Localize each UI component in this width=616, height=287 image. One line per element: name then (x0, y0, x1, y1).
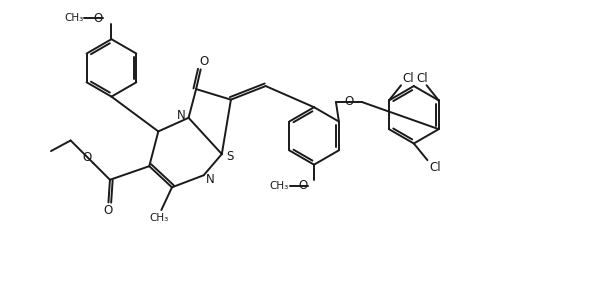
Text: Cl: Cl (416, 72, 428, 85)
Text: Cl: Cl (429, 161, 441, 174)
Text: O: O (104, 204, 113, 217)
Text: Cl: Cl (403, 72, 415, 85)
Text: O: O (199, 55, 208, 68)
Text: CH₃: CH₃ (150, 213, 169, 223)
Text: O: O (344, 95, 353, 108)
Text: CH₃: CH₃ (64, 13, 83, 23)
Text: N: N (177, 109, 185, 122)
Text: O: O (82, 151, 91, 164)
Text: CH₃: CH₃ (270, 181, 289, 191)
Text: N: N (206, 173, 215, 186)
Text: O: O (94, 11, 103, 24)
Text: O: O (299, 179, 308, 192)
Text: S: S (227, 150, 234, 163)
